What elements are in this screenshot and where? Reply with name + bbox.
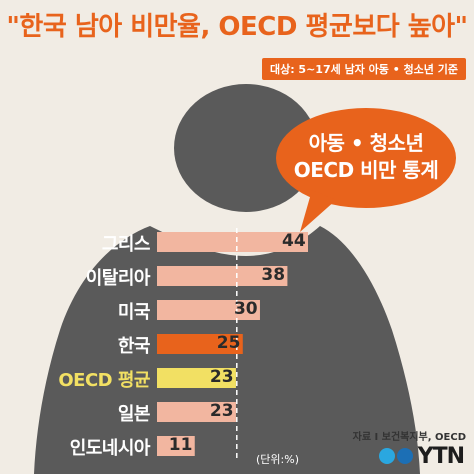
category-label: 인도네시아 [69,438,151,459]
value-label: 44 [282,231,306,251]
category-label: 그리스 [101,234,151,255]
logo-dot-icon [396,448,413,464]
logo-dot-icon [378,448,395,464]
unit-label: (단위:%) [256,453,299,466]
ytn-logo: YTN [378,443,465,469]
value-label: 23 [209,401,234,421]
value-label: 38 [261,265,286,285]
bar-0 [157,232,308,252]
bar-4 [157,368,236,388]
bubble-line-2: OECD 비만 통계 [293,158,439,182]
page-title: "한국 남아 비만율, OECD 평균보다 높아" [6,12,468,42]
bar-6 [157,436,195,456]
subtitle-badge: 대상: 5~17세 남자 아동 • 청소년 기준 [261,58,466,80]
bar-2 [157,300,260,320]
speech-bubble-text: 아동 • 청소년 OECD 비만 통계 [284,130,448,184]
category-label: 일본 [117,404,151,425]
category-label: 미국 [117,302,151,323]
value-label: 11 [168,435,193,455]
bubble-line-1: 아동 • 청소년 [308,131,424,155]
value-label: 30 [233,299,258,319]
category-label: 이탈리아 [85,268,151,289]
logo-text: YTN [417,443,465,469]
source-text: 자료 I 보건복지부, OECD [352,432,466,443]
category-label: OECD 평균 [58,370,150,391]
speech-bubble [276,108,456,232]
bar-5 [157,402,236,422]
value-label: 23 [209,367,234,387]
bar-3 [157,334,243,354]
value-label: 25 [216,333,241,353]
bar-1 [157,266,288,286]
category-label: 한국 [117,336,151,357]
